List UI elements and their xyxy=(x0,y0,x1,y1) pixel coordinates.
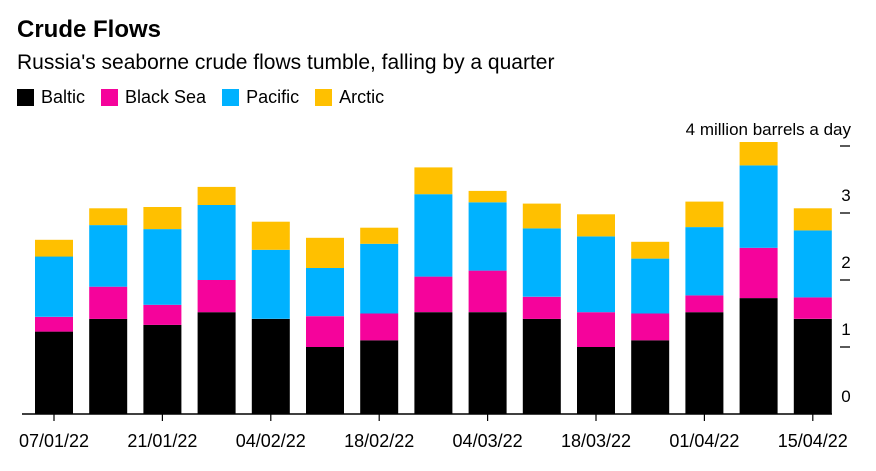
bar-pacific-14 xyxy=(739,165,778,248)
x-tick-label-8: 15/04/22 xyxy=(778,431,848,451)
bar-arctic-3 xyxy=(143,207,182,230)
legend-swatch-arctic xyxy=(315,89,333,106)
y-tick-label-1: 1 xyxy=(841,320,850,339)
bar-pacific-12 xyxy=(631,258,670,314)
bar-arctic-6 xyxy=(306,237,344,268)
chart-subtitle: Russia's seaborne crude flows tumble, fa… xyxy=(17,51,555,74)
legend: Baltic Black Sea Pacific Arctic xyxy=(17,87,400,108)
bar-arctic-7 xyxy=(360,227,399,244)
bar-baltic-3 xyxy=(143,324,182,414)
bars-group xyxy=(35,142,832,414)
bar-pacific-3 xyxy=(143,229,182,305)
bar-black-sea-4 xyxy=(197,280,236,313)
x-tick-label-2: 21/01/22 xyxy=(127,431,197,451)
bar-black-sea-13 xyxy=(685,295,724,313)
x-tick-label-3: 04/02/22 xyxy=(236,431,306,451)
chart-title: Crude Flows xyxy=(17,16,162,43)
bar-arctic-12 xyxy=(631,241,670,259)
legend-label-black-sea: Black Sea xyxy=(125,87,207,107)
bar-pacific-2 xyxy=(89,225,128,287)
bar-black-sea-6 xyxy=(306,316,344,347)
legend-swatch-pacific xyxy=(222,89,240,106)
bar-baltic-2 xyxy=(89,318,128,414)
bar-arctic-4 xyxy=(197,186,236,205)
bar-arctic-15 xyxy=(793,208,832,231)
bar-baltic-15 xyxy=(793,318,832,414)
bar-baltic-8 xyxy=(414,312,453,414)
bar-pacific-8 xyxy=(414,194,453,277)
bar-pacific-13 xyxy=(685,227,724,296)
legend-label-arctic: Arctic xyxy=(339,87,385,107)
bar-pacific-15 xyxy=(793,230,832,298)
bar-baltic-12 xyxy=(631,340,670,414)
bar-pacific-4 xyxy=(197,205,236,280)
y-tick-label-3: 3 xyxy=(841,186,850,205)
bar-black-sea-1 xyxy=(35,316,73,332)
legend-swatch-baltic xyxy=(17,89,34,106)
bar-arctic-2 xyxy=(89,208,128,226)
bar-baltic-5 xyxy=(251,318,290,414)
bar-pacific-5 xyxy=(251,249,290,319)
legend-swatch-black-sea xyxy=(101,89,119,106)
legend-item-arctic: Arctic xyxy=(315,87,384,108)
bar-baltic-7 xyxy=(360,340,399,414)
bar-baltic-6 xyxy=(306,347,344,414)
y-axis: 0 1 2 3 xyxy=(840,145,851,406)
x-tick-label-4: 18/02/22 xyxy=(344,431,414,451)
x-axis: 07/01/22 21/01/22 04/02/22 18/02/22 04/03/22… xyxy=(19,413,848,451)
x-tick-label-6: 18/03/22 xyxy=(561,431,631,451)
legend-item-pacific: Pacific xyxy=(222,87,299,108)
bar-black-sea-7 xyxy=(360,313,399,341)
bar-arctic-10 xyxy=(522,203,561,229)
legend-label-baltic: Baltic xyxy=(41,87,86,107)
bar-baltic-9 xyxy=(468,312,507,414)
legend-label-pacific: Pacific xyxy=(246,87,300,107)
bar-arctic-14 xyxy=(739,142,778,166)
bar-pacific-6 xyxy=(306,267,344,317)
bar-pacific-10 xyxy=(522,228,561,297)
bar-arctic-9 xyxy=(468,190,507,203)
bar-pacific-7 xyxy=(360,243,399,314)
bar-black-sea-14 xyxy=(739,247,778,299)
x-tick-label-1: 07/01/22 xyxy=(19,431,89,451)
bar-black-sea-2 xyxy=(89,286,128,319)
bar-black-sea-9 xyxy=(468,270,507,313)
bar-black-sea-10 xyxy=(522,296,561,319)
y-tick-label-2: 2 xyxy=(841,253,850,272)
bar-pacific-1 xyxy=(35,256,73,317)
bar-baltic-11 xyxy=(577,347,615,414)
bar-arctic-1 xyxy=(35,239,73,257)
bar-black-sea-3 xyxy=(143,304,182,325)
bar-baltic-10 xyxy=(522,318,561,414)
bar-arctic-5 xyxy=(251,221,290,250)
bar-baltic-1 xyxy=(35,331,73,414)
x-tick-label-7: 01/04/22 xyxy=(669,431,739,451)
bar-baltic-4 xyxy=(197,312,236,414)
bar-black-sea-12 xyxy=(631,313,670,341)
legend-item-black-sea: Black Sea xyxy=(101,87,206,108)
bar-black-sea-15 xyxy=(793,297,832,319)
bar-baltic-13 xyxy=(685,312,724,414)
bar-pacific-9 xyxy=(468,202,507,271)
legend-item-baltic: Baltic xyxy=(17,87,85,108)
bar-black-sea-8 xyxy=(414,276,453,313)
bar-arctic-13 xyxy=(685,201,724,228)
bar-black-sea-11 xyxy=(577,312,615,347)
x-tick-label-5: 04/03/22 xyxy=(453,431,523,451)
y-axis-unit-label: 4 million barrels a day xyxy=(686,120,852,139)
bar-arctic-8 xyxy=(414,167,453,195)
bar-pacific-11 xyxy=(577,236,615,313)
y-tick-label-0: 0 xyxy=(841,387,850,406)
bar-baltic-14 xyxy=(739,298,778,414)
bar-arctic-11 xyxy=(577,214,615,237)
